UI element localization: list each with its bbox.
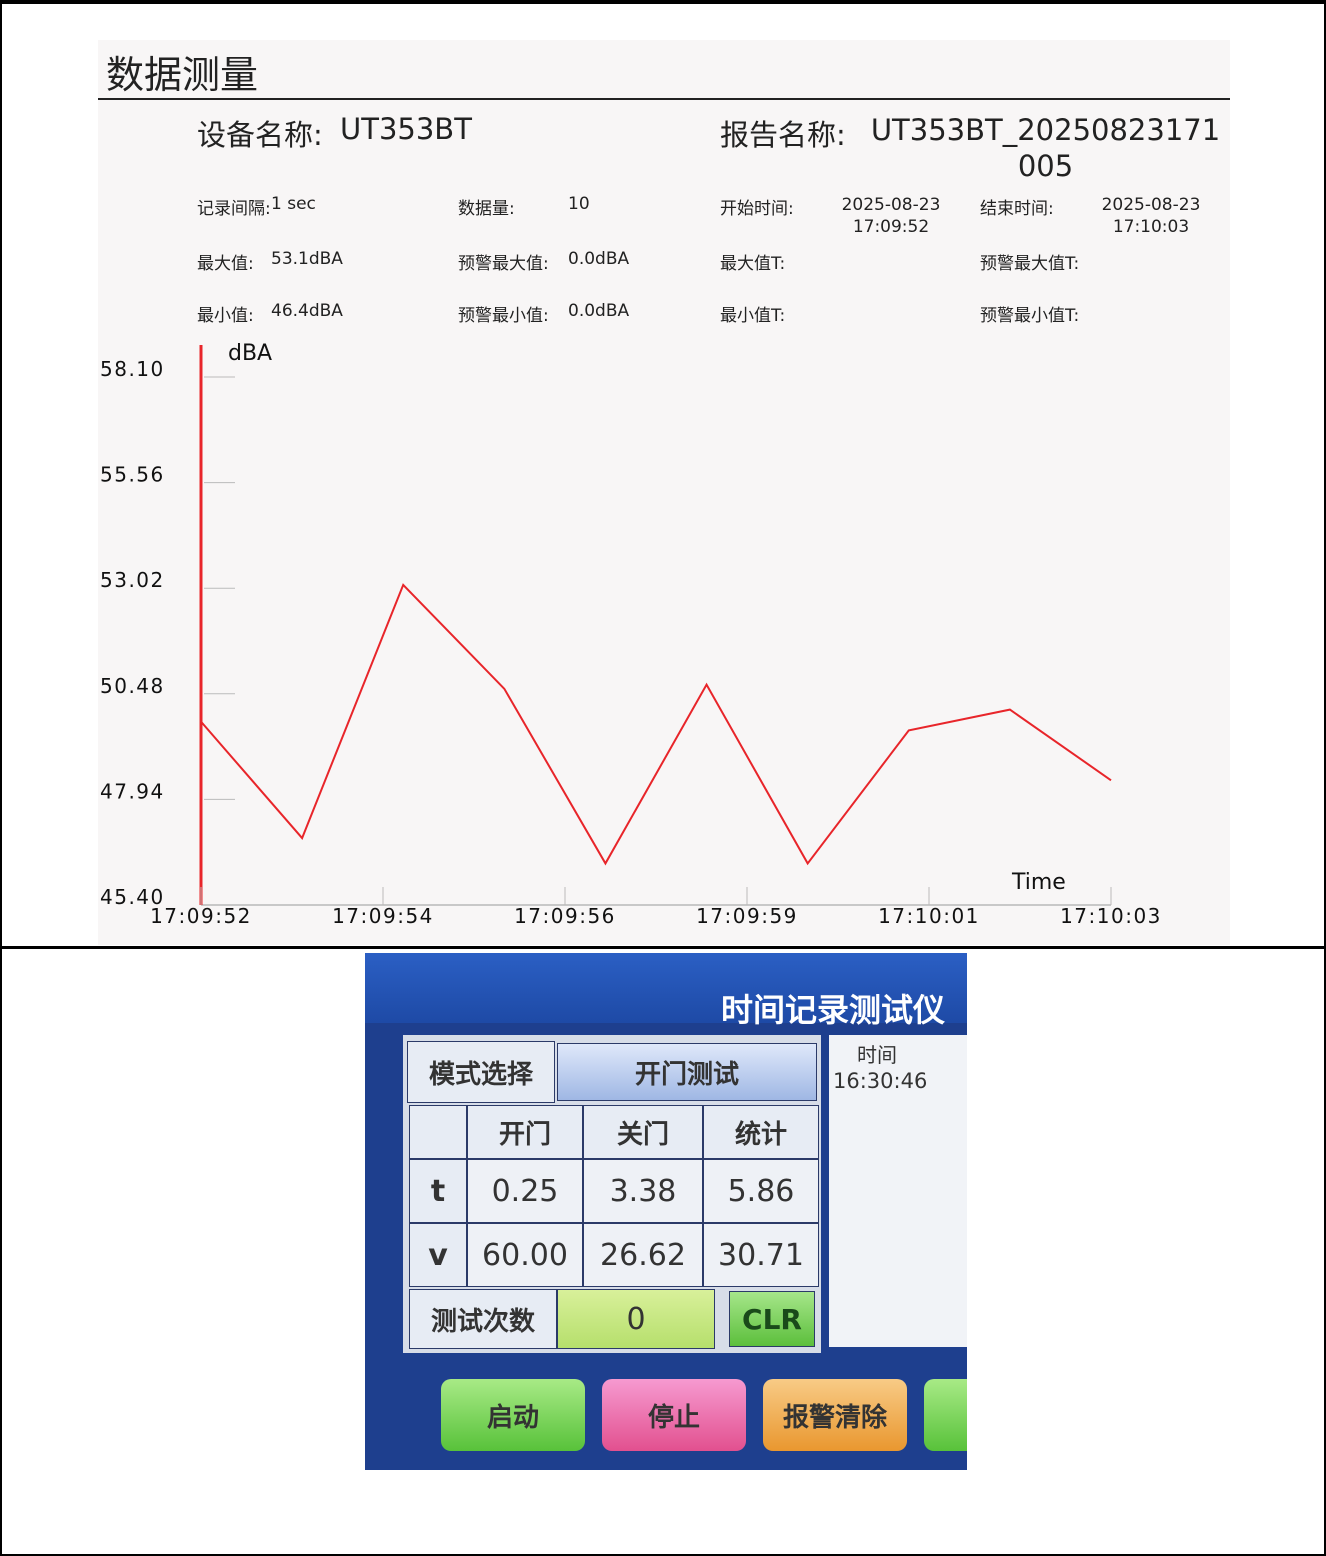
count-label: 测试次数: [409, 1289, 557, 1349]
table-cell: 60.00: [467, 1223, 583, 1287]
report-value: UT353BT_20250823171005: [870, 113, 1221, 183]
mode-select[interactable]: 开门测试: [557, 1043, 817, 1101]
info-label: 预警最小值T:: [980, 306, 1080, 326]
info-label: 最大值:: [197, 254, 254, 274]
y-tick-label: 45.40: [100, 885, 165, 909]
y-tick-label: 50.48: [100, 674, 165, 698]
x-tick-label: 17:10:03: [1060, 904, 1162, 928]
table-header: 统计: [703, 1105, 819, 1159]
x-tick-label: 17:09:52: [150, 904, 252, 928]
info-value: 1 sec: [271, 194, 316, 214]
clear-button[interactable]: CLR: [729, 1291, 815, 1347]
table-cell: 0.25: [467, 1159, 583, 1223]
info-label: 数据量:: [458, 199, 515, 219]
y-axis-label: dBA: [228, 341, 272, 366]
table-corner: [409, 1105, 467, 1159]
panel-header: [365, 953, 967, 1023]
info-label: 记录间隔:: [197, 199, 271, 219]
x-axis-label: Time: [1011, 870, 1066, 895]
table-cell: 3.38: [583, 1159, 703, 1223]
info-label: 预警最大值T:: [980, 254, 1080, 274]
side-header: 时间: [857, 1043, 897, 1067]
y-tick-label: 55.56: [100, 463, 165, 487]
x-tick-label: 17:09:56: [514, 904, 616, 928]
table-header: 开门: [467, 1105, 583, 1159]
panel-button[interactable]: 报警清除: [763, 1379, 907, 1451]
row-label: t: [409, 1159, 467, 1223]
panel-button[interactable]: 停止: [602, 1379, 746, 1451]
separator: [0, 946, 1326, 949]
panel-button-partial: [924, 1379, 967, 1451]
info-label: 结束时间:: [980, 199, 1054, 219]
info-label: 预警最大值:: [458, 254, 549, 274]
data-line: [200, 583, 1112, 866]
panel-title: 时间记录测试仪: [720, 991, 945, 1029]
y-tick-label: 47.94: [100, 779, 165, 803]
table-header: 关门: [583, 1105, 703, 1159]
table-cell: 5.86: [703, 1159, 819, 1223]
info-value: 2025-08-23 17:09:52: [841, 195, 941, 237]
table-cell: 30.71: [703, 1223, 819, 1287]
info-value: 53.1dBA: [271, 249, 343, 269]
report-sheet: [98, 40, 1230, 945]
info-label: 最小值:: [197, 306, 254, 326]
info-value: 2025-08-23 17:10:03: [1101, 195, 1201, 237]
info-value: 46.4dBA: [271, 301, 343, 321]
info-value: 0.0dBA: [568, 249, 630, 269]
device-label: 设备名称:: [197, 118, 323, 152]
panel-button[interactable]: 启动: [441, 1379, 585, 1451]
mode-label: 模式选择: [407, 1041, 555, 1103]
table-cell: 26.62: [583, 1223, 703, 1287]
device-value: UT353BT: [340, 112, 472, 146]
info-value: 10: [568, 194, 590, 214]
row-label: v: [409, 1223, 467, 1287]
x-tick-label: 17:09:54: [332, 904, 434, 928]
title: 数据测量: [106, 53, 259, 97]
chart: 45.40 47.94 50.48 53.02 55.56 58.10 17:09:52 17…: [100, 341, 1162, 928]
report-label: 报告名称:: [720, 118, 846, 152]
info-label: 开始时间:: [720, 199, 794, 219]
x-tick-label: 17:10:01: [878, 904, 980, 928]
x-tick-label: 17:09:59: [696, 904, 798, 928]
count-value: 0: [557, 1289, 715, 1349]
info-label: 最小值T:: [720, 306, 786, 326]
side-list: [829, 1035, 967, 1347]
title-rule: [98, 98, 1230, 100]
info-label: 最大值T:: [720, 254, 786, 274]
info-value: 0.0dBA: [568, 301, 630, 321]
y-tick-label: 53.02: [100, 568, 165, 592]
device-photo: 时间记录测试仪 模式选择 开门测试 时间 16:30:46 开门 关门 统计 t 0.2…: [365, 953, 967, 1470]
y-tick-label: 58.10: [100, 357, 165, 381]
side-time: 16:30:46: [833, 1069, 928, 1093]
info-label: 预警最小值:: [458, 306, 549, 326]
